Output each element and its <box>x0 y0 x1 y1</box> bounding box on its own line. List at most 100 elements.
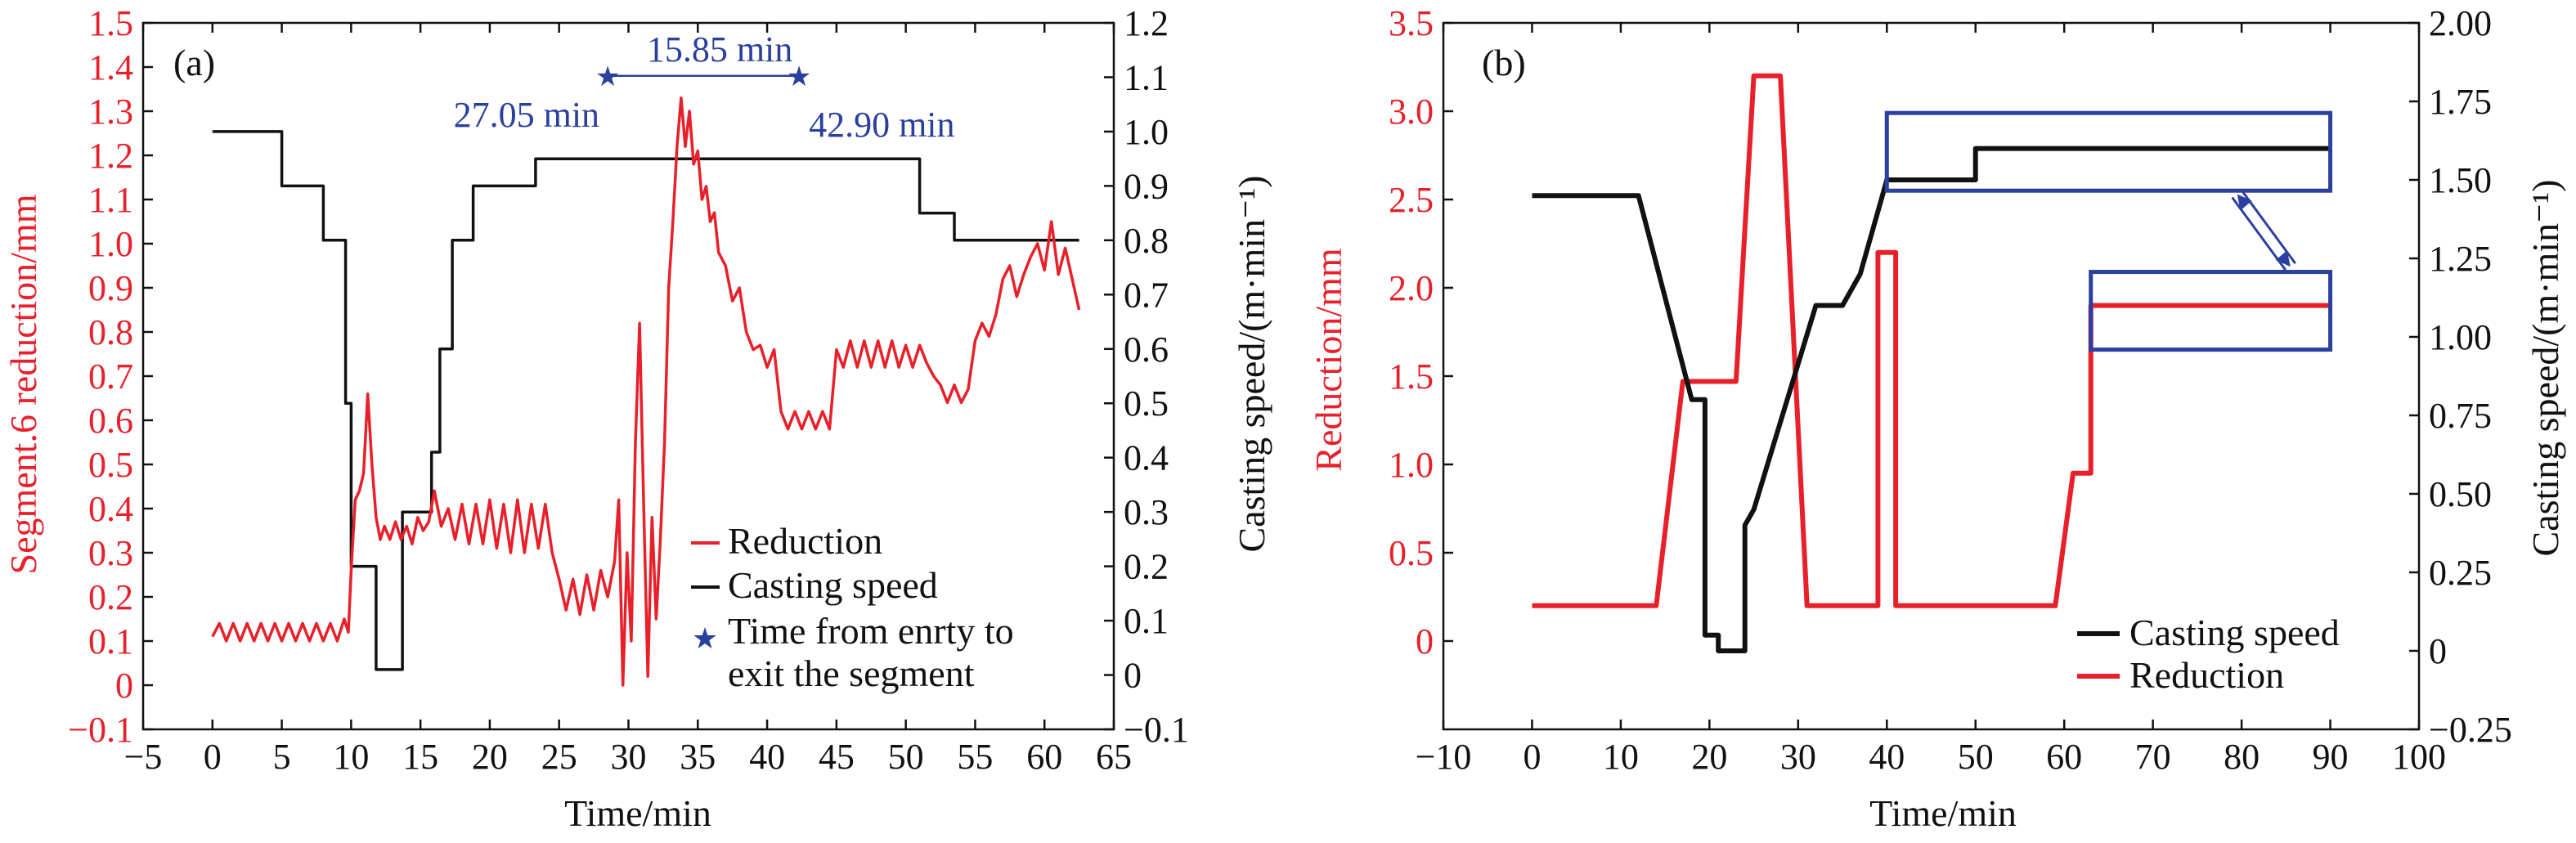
legend-label-time-line1-a: Time from enrty to <box>728 610 1014 652</box>
zoom-arrowhead-up-icon <box>2237 194 2252 211</box>
entry-time-label: 27.05 min <box>454 95 599 135</box>
series-layer-a <box>211 96 1081 687</box>
x-tick-label: −5 <box>124 737 163 777</box>
y-tick-label-left: 3.0 <box>1389 92 1434 132</box>
y-tick-label-left: 0.4 <box>88 489 133 529</box>
y-axis-title-right-b: Casting speed/(m·min⁻¹) <box>2524 180 2566 557</box>
duration-label: 15.85 min <box>647 29 792 70</box>
y-tick-label-left: 0.5 <box>1389 533 1434 573</box>
y-tick-label-left: 1.2 <box>88 136 133 176</box>
y-tick-label-left: 1.0 <box>1389 445 1434 485</box>
legend-star-icon-a: ★ <box>692 622 718 656</box>
x-tick-label: 40 <box>749 737 785 777</box>
y-tick-label-right: 0 <box>1124 656 1142 696</box>
y-tick-label-left: 0.5 <box>88 445 133 485</box>
x-tick-label: 0 <box>204 737 222 777</box>
y-tick-label-right: 0 <box>2429 631 2447 671</box>
panel-label-b: (b) <box>1482 42 1526 83</box>
y-tick-label-left: 1.3 <box>88 92 133 132</box>
y-tick-label-left: 3.5 <box>1389 3 1434 43</box>
x-tick-label: 50 <box>1958 737 1994 777</box>
y-tick-label-right: 0.2 <box>1124 547 1169 587</box>
x-tick-label: 65 <box>1096 737 1132 777</box>
y-tick-label-right: 0.8 <box>1124 221 1169 261</box>
x-tick-label: 0 <box>1523 737 1541 777</box>
y-tick-label-right: 2.00 <box>2429 3 2492 43</box>
y-tick-label-left: 1.5 <box>88 3 133 43</box>
legend-a: Reduction Casting speed ★ Time from enrt… <box>691 520 1014 694</box>
axis-ticks-b: −10 0 10 20 30 40 50 60 70 80 90 100 0 0.5 1.0 1.5 2.0 2.… <box>1389 3 2512 777</box>
chart-panel-a: −5 0 5 10 15 20 25 30 35 40 45 50 55 60 65−0.100.10.20… <box>2 3 1272 834</box>
y-tick-label-left: 0.9 <box>88 268 133 308</box>
x-tick-label: 15 <box>402 737 438 777</box>
series-line-reduction <box>1532 73 2331 608</box>
y-tick-label-left: 0.8 <box>88 312 133 352</box>
x-tick-label: 10 <box>333 737 369 777</box>
y-tick-label-right: 0.75 <box>2429 396 2492 436</box>
x-tick-label: 50 <box>888 737 924 777</box>
y-tick-label-right: 1.75 <box>2429 82 2492 122</box>
y-tick-label-right: 0.5 <box>1124 383 1169 424</box>
x-tick-label: 30 <box>1780 737 1816 777</box>
y-tick-label-left: 0.2 <box>88 577 133 617</box>
x-tick-label: 55 <box>957 737 993 777</box>
y-axis-title-left-a: Segment.6 reduction/mm <box>2 194 44 574</box>
x-tick-label: 35 <box>680 737 716 777</box>
y-tick-label-right: 0.50 <box>2429 474 2492 514</box>
y-tick-label-left: 0.7 <box>88 356 133 397</box>
y-tick-label-right: −0.1 <box>1124 710 1189 750</box>
x-tick-label: 20 <box>472 737 508 777</box>
x-tick-label: 30 <box>611 737 647 777</box>
x-tick-label: 60 <box>1026 737 1062 777</box>
y-tick-label-left: 0 <box>1416 621 1434 661</box>
series-line-casting-speed <box>212 130 1079 671</box>
y-tick-label-right: 1.2 <box>1124 3 1169 43</box>
y-tick-label-right: 1.25 <box>2429 239 2492 279</box>
y-tick-label-right: 1.00 <box>2429 317 2492 357</box>
panel-label-a: (a) <box>173 42 215 83</box>
y-tick-label-left: 1.4 <box>88 47 133 87</box>
entry-star-icon: ★ <box>595 61 620 93</box>
y-tick-label-left: 0.6 <box>88 401 133 441</box>
y-tick-label-right: 1.0 <box>1124 112 1169 152</box>
exit-time-label: 42.90 min <box>809 105 954 145</box>
series-layer-b <box>1532 73 2331 653</box>
legend-label-casting-speed-b: Casting speed <box>2129 612 2340 653</box>
x-tick-label: 20 <box>1691 737 1727 777</box>
x-tick-label: 45 <box>819 737 855 777</box>
y-tick-label-left: −0.1 <box>68 710 133 750</box>
x-tick-label: 10 <box>1603 737 1639 777</box>
y-tick-label-left: 2.0 <box>1389 268 1434 308</box>
x-tick-label: 70 <box>2135 737 2171 777</box>
y-tick-label-right: 0.6 <box>1124 330 1169 370</box>
legend-label-reduction-b: Reduction <box>2129 654 2284 696</box>
x-tick-label: −10 <box>1416 737 1472 777</box>
y-tick-label-left: 1.5 <box>1389 356 1434 397</box>
y-tick-label-left: 0.1 <box>88 621 133 661</box>
x-tick-label: 5 <box>273 737 291 777</box>
x-tick-label: 40 <box>1869 737 1905 777</box>
zoom-arrowhead-down-icon <box>2275 250 2291 267</box>
y-tick-label-right: 1.1 <box>1124 57 1169 97</box>
x-tick-label: 25 <box>541 737 577 777</box>
axis-ticks-a: −5 0 5 10 15 20 25 30 35 40 45 50 55 60 65−0.100.10.20… <box>68 3 1189 777</box>
x-tick-label: 60 <box>2046 737 2082 777</box>
x-tick-label: 100 <box>2392 737 2446 777</box>
x-axis-title-b: Time/min <box>1869 792 2017 834</box>
y-tick-label-left: 2.5 <box>1389 180 1434 220</box>
y-tick-label-right: −0.25 <box>2429 710 2512 750</box>
y-tick-label-right: 0.1 <box>1124 601 1169 641</box>
x-tick-label: 90 <box>2313 737 2349 777</box>
zoom-box-2 <box>2089 270 2333 352</box>
legend-label-reduction-a: Reduction <box>728 520 882 562</box>
y-axis-title-left-b: Reduction/mm <box>1308 248 1349 472</box>
y-tick-label-right: 0.25 <box>2429 553 2492 593</box>
y-tick-label-left: 1.1 <box>88 180 133 220</box>
legend-label-casting-speed-a: Casting speed <box>728 564 938 606</box>
y-tick-label-left: 0.3 <box>88 533 133 573</box>
x-axis-title-a: Time/min <box>564 792 711 834</box>
legend-label-time-line2-a: exit the segment <box>728 652 975 694</box>
y-tick-label-right: 1.50 <box>2429 160 2492 200</box>
